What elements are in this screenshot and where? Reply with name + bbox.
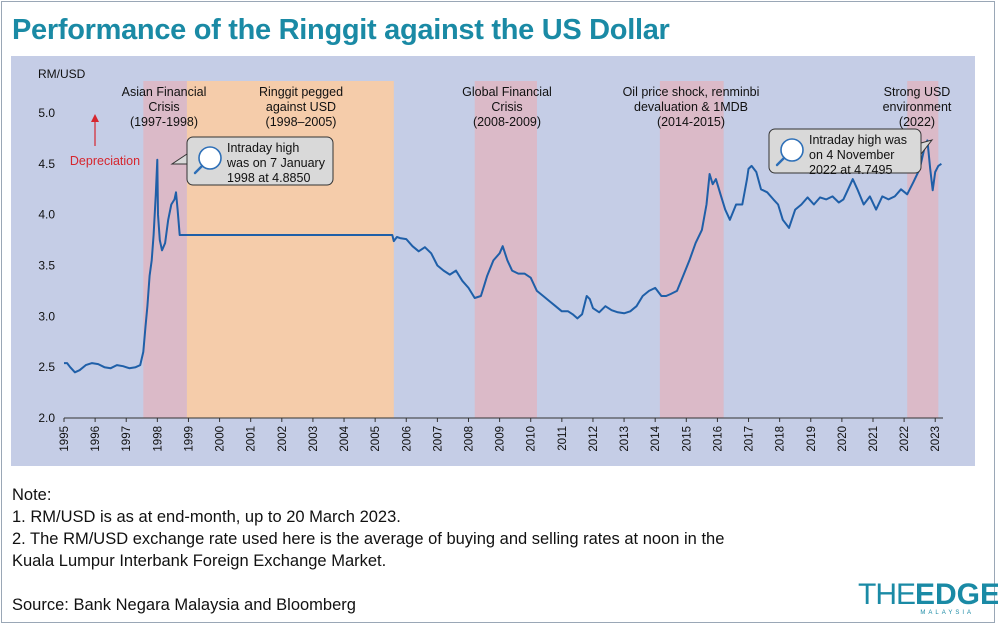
y-tick-label: 3.5 (38, 259, 55, 273)
depreciation-arrowhead (91, 114, 99, 122)
brand-logo: THEEDGE MALAYSIA (858, 578, 998, 617)
x-tick-label: 2023 (930, 426, 942, 452)
callout-1998-text: was on 7 January (226, 156, 326, 170)
x-tick-label: 2009 (495, 426, 507, 452)
period-label-peg: Ringgit pegged (259, 85, 343, 99)
x-tick-label: 2006 (401, 426, 413, 452)
x-tick-label: 2014 (650, 425, 662, 451)
period-label-gfc: Crisis (491, 100, 522, 114)
depreciation-label: Depreciation (70, 154, 140, 168)
x-tick-label: 2007 (432, 426, 444, 452)
magnifier-icon (780, 138, 804, 162)
x-tick-label: 2022 (899, 426, 911, 452)
y-tick-label: 3.0 (38, 309, 55, 323)
period-label-afc: Crisis (148, 100, 179, 114)
logo-edge: EDGE (915, 578, 998, 611)
callout-1998-text: Intraday high (227, 141, 299, 155)
period-label-afc: (1997-1998) (130, 115, 198, 129)
y-axis-label: RM/USD (38, 67, 86, 81)
x-tick-label: 1998 (152, 426, 164, 452)
shaded-period-0 (143, 81, 187, 418)
x-tick-label: 2010 (526, 426, 538, 452)
magnifier-handle-icon (193, 164, 204, 175)
series-line (64, 139, 942, 374)
x-tick-label: 1995 (59, 426, 71, 452)
y-tick-label: 2.0 (38, 411, 55, 425)
x-tick-label: 2017 (744, 426, 756, 452)
callout-2022-pointer (920, 139, 934, 156)
notes-heading: Note: (12, 486, 52, 504)
magnifier-icon (198, 146, 222, 170)
period-label-gfc: (2008-2009) (473, 115, 541, 129)
y-tick-label: 4.0 (38, 208, 55, 222)
callout-2022-text: Intraday high was (809, 133, 907, 147)
x-tick-label: 2020 (837, 426, 849, 452)
period-label-peg: against USD (266, 100, 336, 114)
x-tick-label: 2002 (277, 426, 289, 452)
logo-wordmark: THEEDGE (858, 578, 998, 611)
source-text: Source: Bank Negara Malaysia and Bloombe… (12, 596, 356, 614)
shaded-period-2 (474, 81, 537, 418)
callout-2022-text: on 4 November (809, 148, 894, 162)
period-label-usd: (2022) (899, 115, 935, 129)
x-tick-label: 2016 (712, 426, 724, 452)
period-label-oil: (2014-2015) (657, 115, 725, 129)
period-label-peg: (1998–2005) (266, 115, 337, 129)
x-tick-label: 1997 (121, 426, 133, 452)
period-label-usd: environment (883, 100, 952, 114)
y-tick-label: 2.5 (38, 360, 55, 374)
note-item: Kuala Lumpur Interbank Foreign Exchange … (12, 552, 387, 570)
x-tick-label: 2015 (681, 426, 693, 452)
x-tick-label: 2000 (215, 426, 227, 452)
notes: Note: 1. RM/USD is as at end-month, up t… (12, 484, 724, 572)
x-tick-label: 2001 (246, 426, 258, 452)
callout-1998-text: 1998 at 4.8850 (227, 171, 310, 185)
note-item: 2. The RM/USD exchange rate used here is… (12, 530, 725, 548)
x-tick-label: 1996 (90, 426, 102, 452)
x-tick-label: 2021 (868, 426, 880, 452)
x-tick-label: 2013 (619, 426, 631, 452)
period-label-gfc: Global Financial (462, 85, 552, 99)
chart-title: Performance of the Ringgit against the U… (12, 14, 670, 46)
period-label-afc: Asian Financial (122, 85, 207, 99)
logo-subtitle: MALAYSIA (920, 610, 974, 616)
x-tick-label: 2003 (308, 426, 320, 452)
x-tick-label: 2018 (775, 426, 787, 452)
period-label-oil: devaluation & 1MDB (634, 100, 748, 114)
period-label-oil: Oil price shock, renminbi (623, 85, 760, 99)
x-tick-label: 2008 (463, 426, 475, 452)
period-label-usd: Strong USD (884, 85, 951, 99)
callout-2022-text: 2022 at 4.7495 (809, 163, 892, 177)
magnifier-handle-icon (775, 156, 786, 167)
x-tick-label: 2011 (557, 426, 569, 451)
x-tick-label: 2012 (588, 426, 600, 452)
x-tick-label: 2004 (339, 425, 351, 451)
y-tick-label: 4.5 (38, 157, 55, 171)
shaded-period-3 (659, 81, 724, 418)
chart-svg: RM/USD 2.0 2.5 3.0 3.5 4.0 4.5 5.0 1995 1996 1997 1… (38, 67, 952, 452)
shaded-period-1 (186, 81, 394, 418)
x-tick-label: 1999 (183, 426, 195, 452)
y-tick-label: 5.0 (38, 106, 55, 120)
note-item: 1. RM/USD is as at end-month, up to 20 M… (12, 508, 401, 526)
x-tick-label: 2005 (370, 426, 382, 452)
x-tick-label: 2019 (806, 426, 818, 452)
logo-the: THE (858, 578, 916, 611)
callout-1998-pointer (170, 153, 188, 165)
